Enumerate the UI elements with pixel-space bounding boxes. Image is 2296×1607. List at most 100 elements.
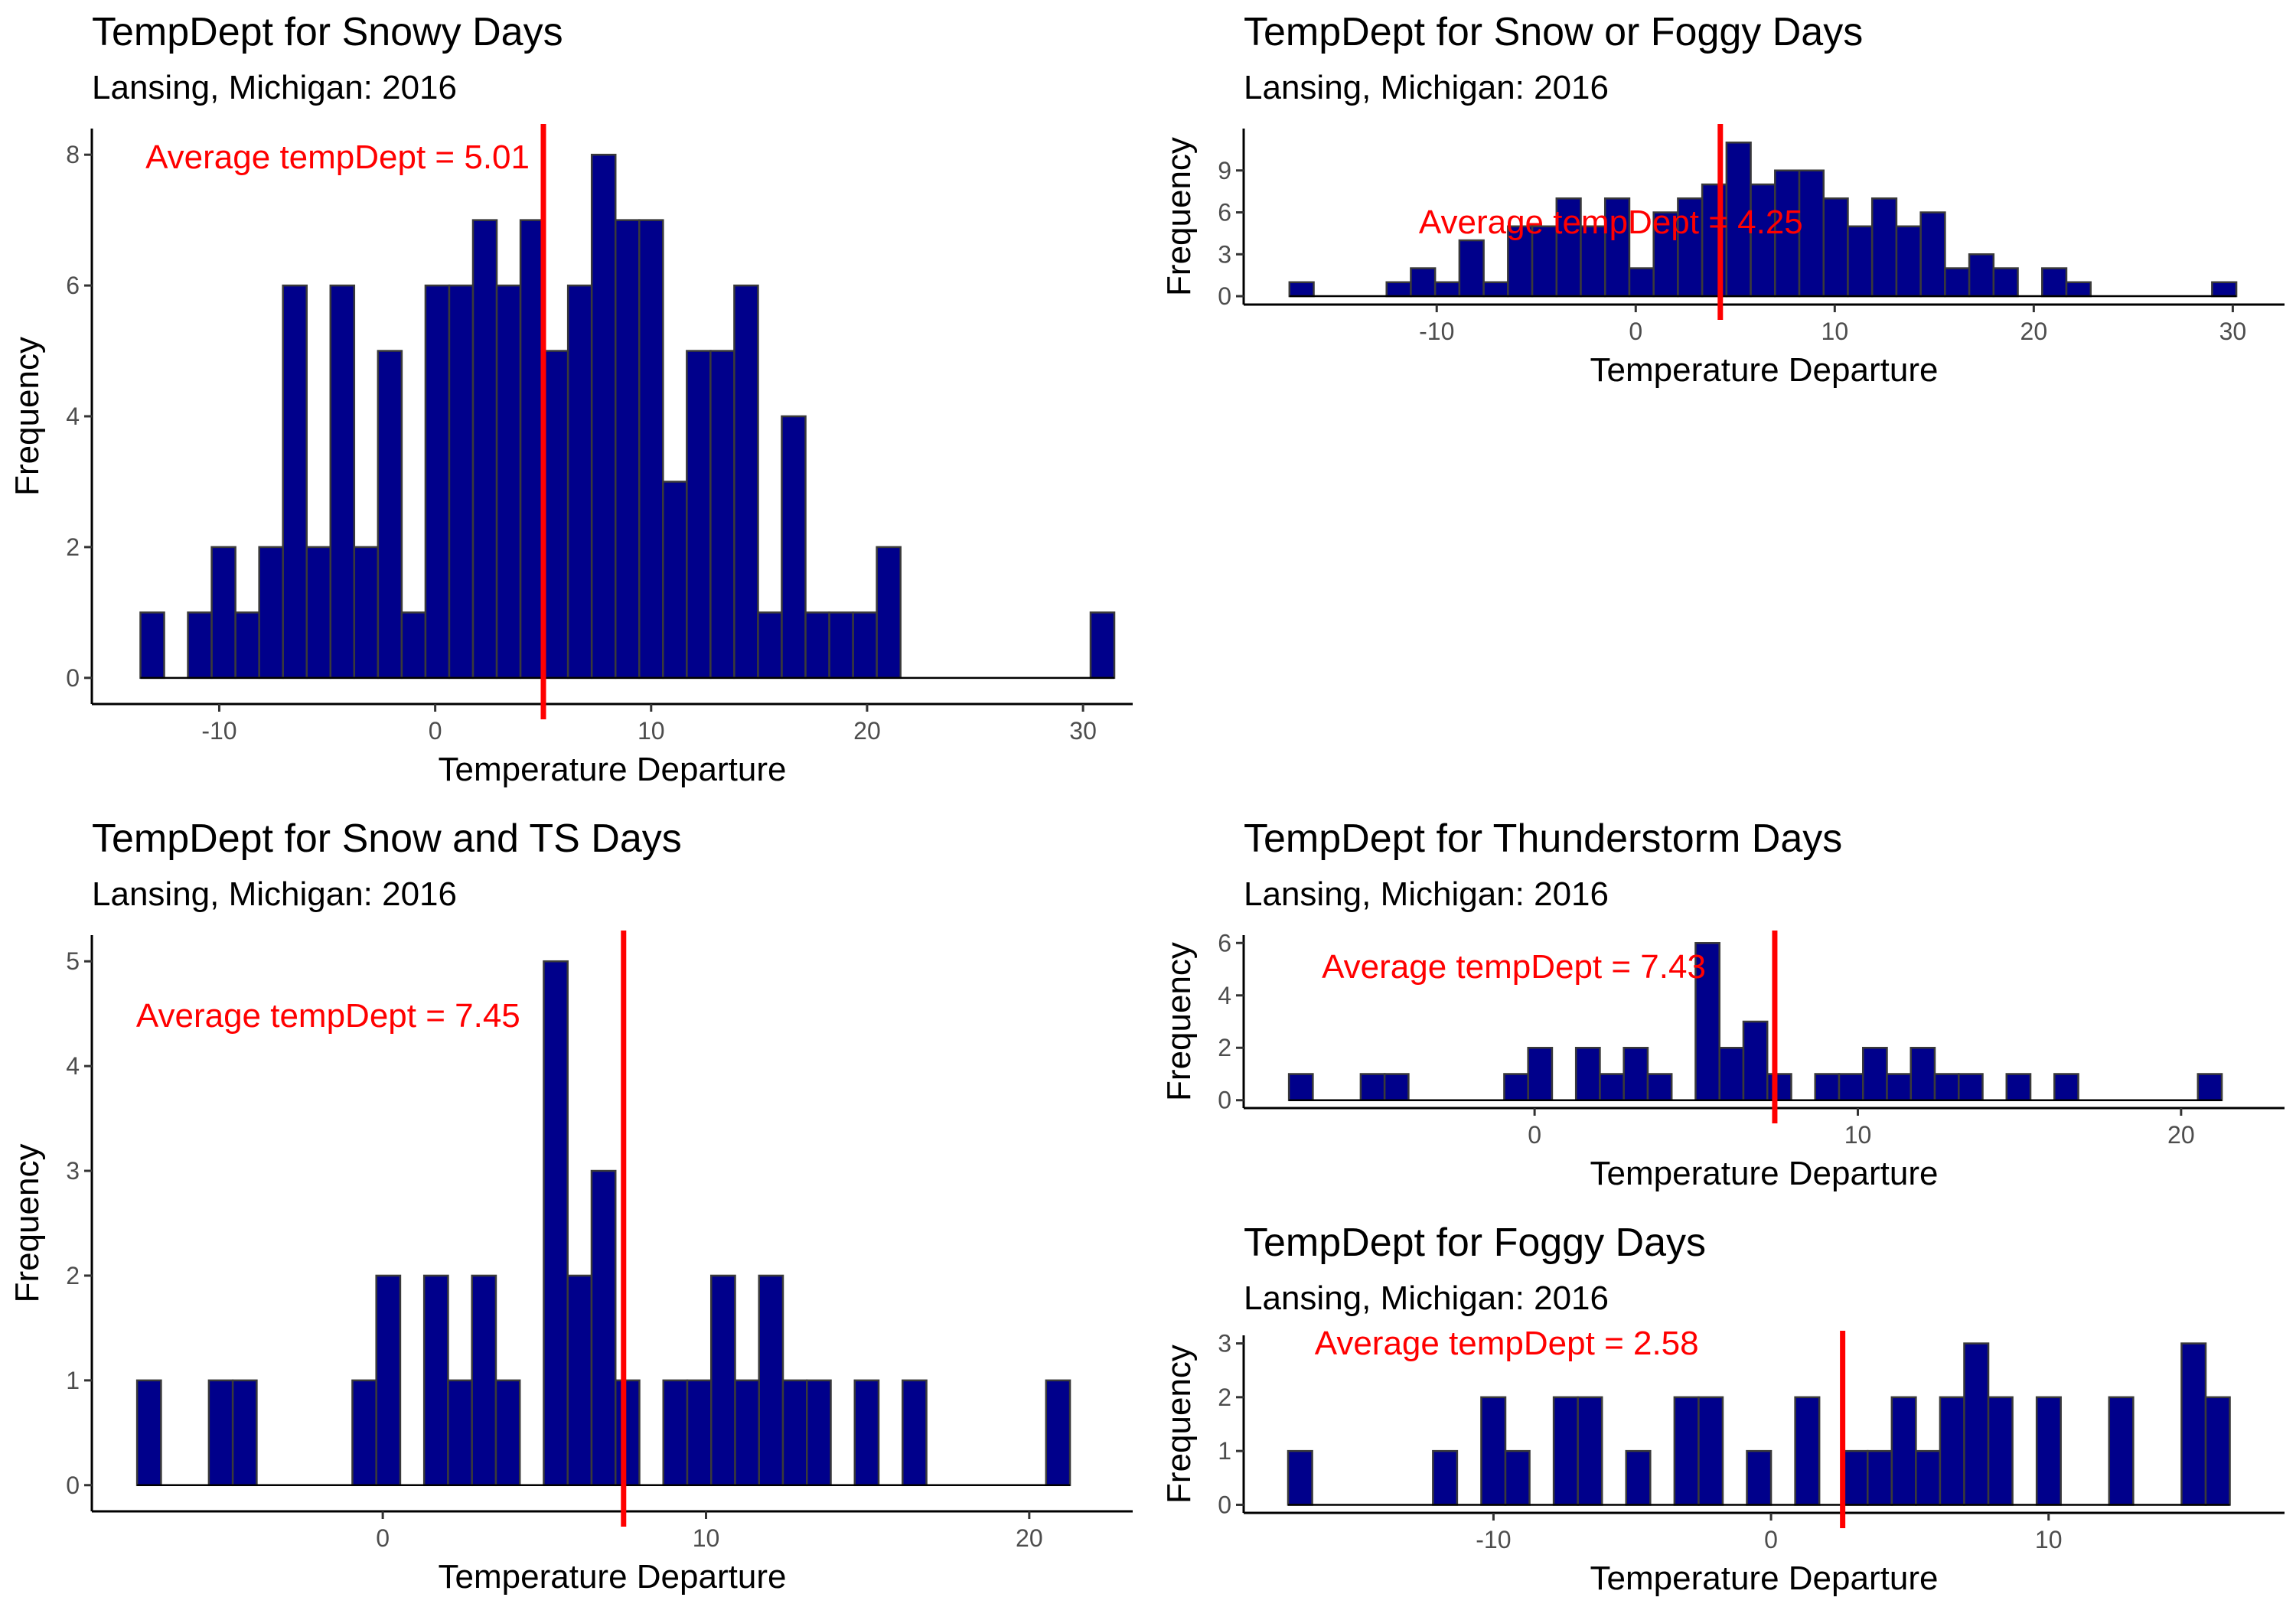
y-tick-label: 9 — [1218, 157, 1231, 184]
y-tick-label: 8 — [66, 141, 80, 168]
x-tick-label: 20 — [853, 717, 881, 745]
y-tick-label: 0 — [66, 1472, 80, 1499]
chart-subtitle: Lansing, Michigan: 2016 — [1244, 1279, 1609, 1317]
histogram-bar — [1677, 197, 1704, 298]
histogram-bar — [1870, 197, 1898, 298]
chart-title: TempDept for Snowy Days — [92, 10, 563, 54]
histogram-bar — [1623, 1046, 1649, 1101]
y-tick-label: 6 — [66, 272, 80, 299]
x-axis-label: Temperature Departure — [1590, 1155, 1939, 1192]
histogram-bar — [1987, 1396, 2014, 1506]
histogram-bar — [282, 284, 308, 680]
histogram-bar — [424, 284, 451, 680]
y-tick-label: 4 — [66, 1052, 80, 1080]
histogram-bar — [375, 1274, 402, 1487]
histogram-bar — [1577, 1396, 1603, 1506]
chart-subtitle: Lansing, Michigan: 2016 — [1244, 875, 1609, 913]
x-axis-label: Temperature Departure — [439, 1558, 787, 1596]
histogram-bar — [1287, 1449, 1313, 1506]
x-axis-label: Temperature Departure — [439, 751, 787, 788]
y-tick-label: 0 — [1218, 1491, 1231, 1518]
histogram-bar — [781, 415, 807, 680]
histogram-bar — [758, 1274, 784, 1487]
y-tick-label: 0 — [1218, 282, 1231, 310]
x-tick-label: 10 — [1821, 318, 1849, 345]
histogram-bar — [1552, 1396, 1579, 1506]
x-tick-label: 0 — [429, 717, 442, 745]
histogram-bar — [1580, 225, 1606, 298]
histogram-bar — [1646, 1073, 1673, 1101]
y-axis-label: Frequency — [1160, 137, 1198, 296]
histogram-bar — [853, 1379, 880, 1487]
histogram-bar — [1625, 1449, 1652, 1506]
histogram-bar — [1890, 1396, 1917, 1506]
y-axis-label: Frequency — [8, 337, 46, 496]
x-tick-label: 20 — [1016, 1524, 1043, 1552]
histogram-bar — [709, 350, 735, 680]
histogram-bar — [638, 219, 664, 680]
histogram-bar — [733, 284, 759, 680]
y-tick-label: 2 — [1218, 1384, 1231, 1411]
histogram-bar — [258, 546, 284, 680]
histogram-bar — [1725, 142, 1752, 298]
chart-title: TempDept for Snow and TS Days — [92, 817, 682, 861]
histogram-bar — [1968, 253, 1995, 298]
y-tick-label: 1 — [66, 1367, 80, 1394]
y-tick-label: 3 — [1218, 1330, 1231, 1358]
mean-annotation: Average tempDept = 7.45 — [136, 997, 520, 1035]
histogram-bar — [1480, 1396, 1507, 1506]
chart-subtitle: Lansing, Michigan: 2016 — [92, 875, 457, 913]
histogram-bar — [686, 350, 712, 680]
histogram-bar — [2204, 1396, 2231, 1506]
x-tick-label: 10 — [693, 1524, 720, 1552]
y-tick-label: 0 — [66, 664, 80, 692]
histogram-bar — [852, 611, 878, 680]
y-tick-label: 1 — [1218, 1437, 1231, 1465]
x-tick-label: 20 — [2020, 318, 2048, 345]
histogram-bar — [1963, 1342, 1990, 1506]
chart-subtitle: Lansing, Michigan: 2016 — [1244, 69, 1609, 106]
histogram-bar — [1861, 1046, 1888, 1101]
mean-annotation: Average tempDept = 4.25 — [1419, 204, 1803, 241]
y-tick-label: 2 — [1218, 1034, 1231, 1061]
x-tick-label: 0 — [1629, 318, 1642, 345]
histogram-bar — [447, 1379, 473, 1487]
bars-group — [135, 960, 1071, 1487]
histogram-bar — [1045, 1379, 1071, 1487]
histogram-bar — [448, 284, 475, 680]
histogram-bar — [1698, 1396, 1724, 1506]
histogram-bar — [1359, 1073, 1386, 1101]
y-tick-label: 0 — [1218, 1087, 1231, 1114]
histogram-bar — [543, 350, 569, 680]
y-tick-label: 2 — [66, 533, 80, 561]
histogram-bar — [1842, 1449, 1869, 1506]
histogram-bar — [806, 1379, 832, 1487]
y-axis-label: Frequency — [8, 1144, 46, 1303]
histogram-bar — [1383, 1073, 1410, 1101]
chart-title: TempDept for Snow or Foggy Days — [1244, 10, 1864, 54]
bars-group — [1287, 1342, 2231, 1506]
histogram-bar — [1794, 1396, 1821, 1506]
histogram-bar — [1603, 197, 1631, 298]
histogram-bar — [1939, 1396, 1965, 1506]
x-tick-label: -10 — [1476, 1526, 1511, 1553]
histogram-bar — [1915, 1449, 1942, 1506]
y-tick-label: 4 — [66, 403, 80, 430]
histogram-bar — [566, 284, 593, 680]
x-tick-label: 30 — [2219, 318, 2247, 345]
x-tick-label: -10 — [201, 717, 236, 745]
x-tick-label: 0 — [1528, 1121, 1541, 1149]
histogram-bar — [1919, 211, 1946, 298]
x-tick-label: 10 — [638, 717, 665, 745]
x-tick-label: 10 — [2035, 1526, 2063, 1553]
histogram-bar — [804, 611, 830, 680]
histogram-bar — [2197, 1073, 2223, 1101]
histogram-bar — [1867, 1449, 1893, 1506]
chart-title: TempDept for Foggy Days — [1244, 1221, 1707, 1265]
histogram-bar — [1746, 1449, 1773, 1506]
